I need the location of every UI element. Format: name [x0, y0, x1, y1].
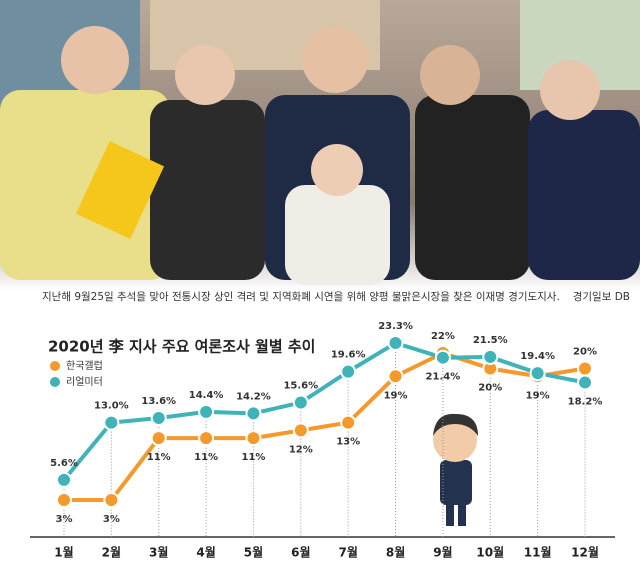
data-point — [198, 430, 215, 447]
data-point — [103, 492, 120, 508]
data-label: 3% — [56, 514, 73, 525]
data-point — [292, 394, 309, 411]
data-label: 13% — [336, 437, 360, 448]
data-point — [529, 365, 546, 382]
data-point — [340, 414, 357, 431]
legend-marker — [50, 377, 60, 387]
legend-label: 리얼미터 — [66, 376, 103, 388]
data-label: 11% — [241, 452, 265, 463]
data-label: 13.6% — [141, 396, 176, 407]
data-label: 12% — [289, 444, 313, 455]
x-tick-label: 12월 — [571, 545, 599, 560]
data-label: 19.6% — [331, 350, 366, 361]
photo-credit: 경기일보 DB — [573, 290, 630, 303]
data-label: 19.4% — [520, 351, 555, 362]
data-label: 15.6% — [283, 381, 318, 392]
x-tick-label: 8월 — [386, 545, 405, 560]
data-label: 20% — [573, 347, 597, 358]
data-point — [577, 374, 593, 391]
data-point — [245, 405, 262, 422]
data-point — [56, 471, 72, 488]
data-point — [482, 348, 499, 365]
data-point — [245, 430, 262, 447]
x-tick-label: 9월 — [433, 545, 452, 560]
x-tick-label: 6월 — [291, 545, 310, 560]
data-label: 22% — [431, 331, 455, 342]
data-label: 11% — [147, 452, 171, 463]
photo-caption: 지난해 9월25일 추석을 맞아 전통시장 상인 격려 및 지역화폐 시연을 위… — [42, 290, 560, 303]
data-point — [387, 335, 404, 351]
data-label: 18.2% — [568, 396, 603, 407]
data-label: 14.4% — [189, 390, 224, 401]
data-label: 23.3% — [378, 321, 413, 332]
cartoon — [433, 413, 478, 526]
data-point — [387, 368, 404, 385]
x-tick-label: 2월 — [102, 545, 121, 560]
x-tick-label: 1월 — [54, 545, 73, 560]
data-point — [340, 363, 357, 380]
data-point — [150, 410, 167, 427]
data-label: 3% — [103, 514, 120, 525]
data-label: 13.0% — [94, 401, 129, 412]
x-tick-label: 4월 — [196, 545, 215, 560]
legend-label: 한국갤럽 — [66, 360, 103, 372]
x-tick-label: 3월 — [149, 545, 168, 560]
data-point — [198, 403, 215, 420]
data-point — [150, 430, 167, 447]
series-line — [64, 350, 586, 502]
photo — [0, 0, 640, 290]
data-point — [292, 422, 309, 439]
data-label: 19% — [384, 390, 408, 401]
data-label: 5.6% — [50, 458, 78, 469]
x-tick-label: 10월 — [476, 545, 504, 560]
data-label: 20% — [478, 383, 502, 394]
x-tick-label: 5월 — [244, 545, 263, 560]
legend-marker — [50, 361, 60, 371]
data-label: 21.5% — [473, 335, 508, 346]
data-point — [56, 492, 72, 508]
data-point — [434, 349, 451, 366]
x-tick-label: 7월 — [338, 545, 357, 560]
data-point — [577, 360, 593, 377]
data-label: 19% — [526, 390, 550, 401]
data-point — [103, 414, 120, 431]
data-label: 21.4% — [426, 372, 461, 383]
x-tick-label: 11월 — [524, 545, 552, 560]
data-label: 14.2% — [236, 391, 271, 402]
chart-title: 2020년 李 지사 주요 여론조사 월별 추이 — [48, 338, 315, 356]
data-label: 11% — [194, 452, 218, 463]
